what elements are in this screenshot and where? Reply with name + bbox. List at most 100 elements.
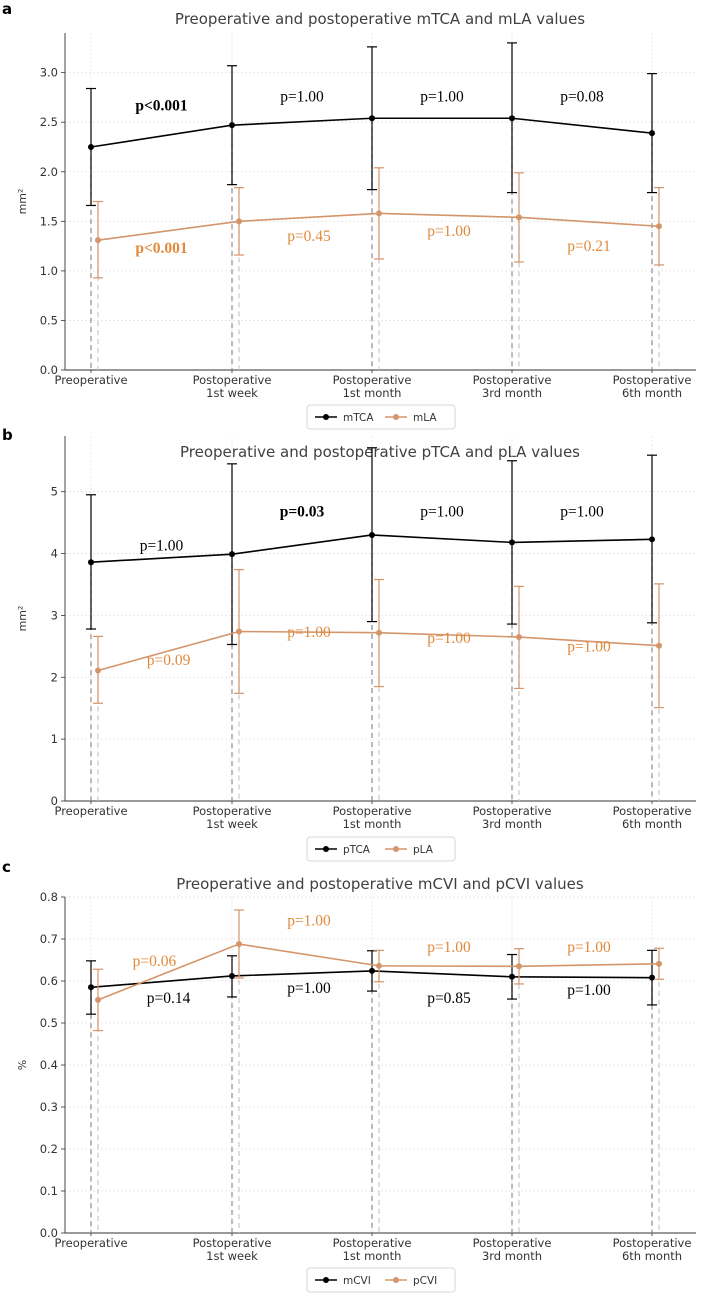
x-tick-label: Postoperative 1st month [333, 373, 412, 400]
data-point-pTCA [369, 531, 375, 538]
x-tick-label: Postoperative 1st week [193, 1236, 272, 1263]
x-tick-label-line: Preoperative [54, 373, 127, 387]
data-point-pCVI [656, 960, 662, 967]
x-tick-label: Postoperative 6th month [613, 373, 692, 400]
x-tick-label: Preoperative [54, 373, 127, 387]
panel-letter: b [2, 426, 13, 444]
y-tick-label: 0.5 [40, 313, 58, 327]
y-tick-label: 0.2 [40, 1142, 58, 1156]
data-point-pLA [656, 642, 662, 649]
p-value-label: p=1.00 [420, 88, 464, 105]
legend: mTCA mLA [306, 404, 456, 430]
y-tick-label: 2.5 [40, 115, 58, 129]
y-tick-label: 1.5 [40, 214, 58, 228]
legend: mCVI pCVI [306, 1267, 456, 1293]
p-value-label: p=1.00 [567, 982, 611, 999]
x-tick-label: Preoperative [54, 1236, 127, 1250]
legend-label: mCVI [343, 1275, 371, 1287]
y-tick-label: 3.0 [40, 66, 58, 80]
x-tick-label-line: 6th month [622, 817, 682, 831]
x-tick-label-line: 6th month [622, 386, 682, 400]
panel-letter: a [2, 0, 12, 18]
legend-box [306, 1267, 456, 1293]
data-point-mTCA [509, 115, 515, 122]
data-point-mCVI [649, 974, 655, 981]
x-tick-label-line: Postoperative [473, 1236, 552, 1250]
x-tick-label-line: 3rd month [482, 817, 542, 831]
p-value-label: p=1.00 [420, 503, 464, 520]
legend-swatch-marker [323, 1277, 329, 1283]
chart-panel-b: b Preoperative and postoperative pTCA and… [2, 426, 696, 862]
data-point-pCVI [95, 996, 101, 1003]
data-point-pLA [95, 667, 101, 674]
legend-swatch-marker [323, 846, 329, 852]
x-tick-label-line: Preoperative [54, 804, 127, 818]
p-value-label: p=1.00 [287, 980, 331, 997]
chart-panel-a: a Preoperative and postoperative mTCA and… [2, 0, 696, 430]
data-point-pLA [516, 634, 522, 641]
data-point-mCVI [509, 973, 515, 980]
chart-title: Preoperative and postoperative mCVI and … [176, 875, 584, 893]
x-tick-label-line: 1st month [343, 817, 402, 831]
data-point-pTCA [649, 536, 655, 543]
y-tick-label: 5 [51, 485, 58, 499]
p-value-label: p=0.21 [567, 238, 611, 255]
p-value-label: p<0.001 [135, 97, 187, 114]
x-tick-label-line: Postoperative [333, 1236, 412, 1250]
chart-panel-c: c Preoperative and postoperative mCVI and… [2, 858, 696, 1293]
data-point-mCVI [88, 984, 94, 991]
x-tick-label-line: Preoperative [54, 1236, 127, 1250]
x-tick-label-line: 1st week [206, 817, 258, 831]
legend-label: pCVI [413, 1275, 437, 1287]
x-tick-label-line: 1st week [206, 1249, 258, 1263]
y-tick-label: 0.0 [40, 363, 58, 377]
x-tick-label-line: 1st month [343, 1249, 402, 1263]
y-tick-label: 0.6 [40, 974, 58, 988]
data-point-pTCA [229, 551, 235, 558]
y-axis-label: % [16, 1060, 29, 1070]
x-tick-label-line: Postoperative [613, 804, 692, 818]
x-tick-label-line: Postoperative [333, 804, 412, 818]
data-point-mCVI [229, 972, 235, 979]
legend-swatch-marker [393, 414, 399, 420]
data-point-pTCA [88, 559, 94, 566]
data-point-mTCA [88, 143, 94, 150]
y-tick-label: 2.0 [40, 165, 58, 179]
x-tick-label-line: 6th month [622, 1249, 682, 1263]
data-point-mLA [656, 223, 662, 230]
data-point-mLA [95, 237, 101, 244]
legend-swatch-marker [323, 414, 329, 420]
data-point-pCVI [516, 963, 522, 970]
legend-label: mTCA [343, 412, 374, 424]
p-value-label: p=1.00 [280, 88, 324, 105]
p-value-label: p=1.00 [427, 939, 471, 956]
data-point-mTCA [649, 130, 655, 137]
x-tick-label-line: Postoperative [193, 1236, 272, 1250]
x-tick-label-line: Postoperative [193, 373, 272, 387]
p-value-label: p<0.001 [135, 240, 187, 257]
data-point-pCVI [236, 941, 242, 948]
p-value-label: p=0.14 [147, 990, 191, 1007]
legend: pTCA pLA [306, 836, 456, 862]
y-tick-label: 0.8 [40, 890, 58, 904]
y-tick-label: 1 [51, 732, 58, 746]
x-tick-label: Postoperative 1st week [193, 373, 272, 400]
y-tick-label: 0.1 [40, 1184, 58, 1198]
data-point-mLA [376, 210, 382, 217]
x-tick-label-line: Postoperative [473, 804, 552, 818]
data-point-pLA [376, 629, 382, 636]
legend-label: mLA [413, 412, 437, 424]
x-tick-label: Postoperative 1st week [193, 804, 272, 831]
x-tick-label-line: Postoperative [473, 373, 552, 387]
y-axis-label: mm² [16, 189, 29, 215]
x-tick-label-line: Postoperative [613, 1236, 692, 1250]
y-axis-label: mm² [16, 606, 29, 632]
y-tick-label: 0.4 [40, 1058, 58, 1072]
p-value-label: p=1.00 [287, 624, 331, 641]
y-tick-label: 2 [51, 670, 58, 684]
p-value-label: p=0.85 [427, 990, 471, 1007]
panel-letter: c [2, 858, 11, 876]
p-value-label: p=0.06 [133, 953, 177, 970]
data-point-mTCA [369, 115, 375, 122]
p-value-label: p=1.00 [567, 638, 611, 655]
